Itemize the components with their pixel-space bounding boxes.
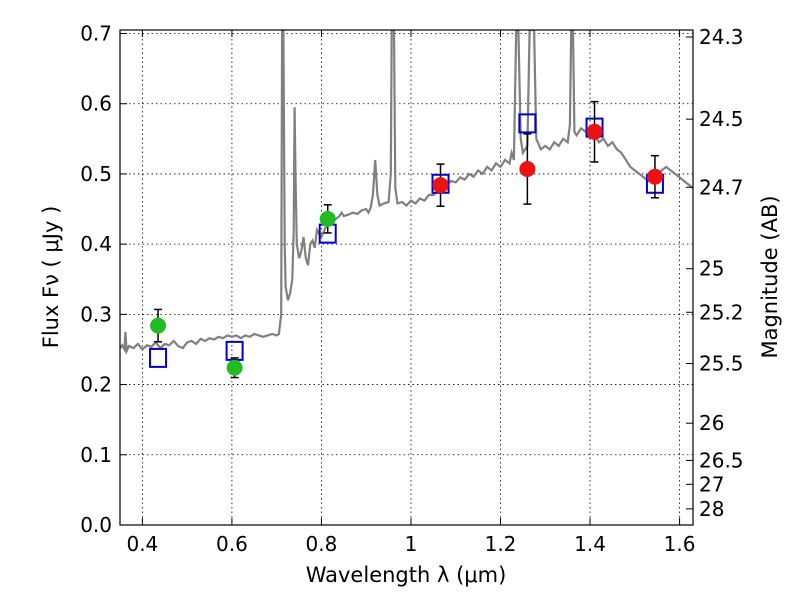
x-tick-label: 1.6 — [664, 532, 696, 556]
observed-flux-point — [432, 177, 449, 194]
y-tick-label: 0.1 — [80, 443, 112, 467]
grid-layer — [120, 30, 693, 526]
model-photometry-point — [149, 347, 168, 368]
mag-tick-label: 25.2 — [699, 300, 744, 324]
mag-tick-label: 24.7 — [699, 175, 744, 199]
observed-flux-point — [519, 161, 536, 178]
x-tick-label: 0.8 — [306, 532, 338, 556]
x-tick-label: 1.4 — [574, 532, 606, 556]
y-tick-label: 0.2 — [80, 373, 112, 397]
mag-tick-label: 25.5 — [699, 352, 744, 376]
x-tick-label: 1 — [405, 532, 418, 556]
y-axis-label: Flux Fν ( μJy ) — [39, 206, 63, 349]
plot-content — [120, 30, 693, 379]
mag-tick-label: 28 — [699, 497, 724, 521]
model-photometry-point — [518, 113, 537, 134]
mag-tick-label: 27 — [699, 472, 724, 496]
mag-tick-label: 24.3 — [699, 25, 744, 49]
marker-layer — [149, 100, 664, 379]
x-tick-label: 0.6 — [216, 532, 248, 556]
mag-tick-label: 25 — [699, 257, 724, 281]
y-tick-label: 0.0 — [80, 513, 112, 537]
observed-flux-point — [586, 123, 603, 140]
mag-tick-label: 24.5 — [699, 107, 744, 131]
y-tick-label: 0.4 — [80, 232, 112, 256]
y-tick-label: 0.6 — [80, 92, 112, 116]
observed-flux-point — [646, 168, 663, 185]
model-spectrum-line — [120, 30, 693, 356]
observed-flux-point — [319, 210, 336, 227]
plot-frame — [119, 29, 694, 526]
y-tick-label: 0.5 — [80, 162, 112, 186]
mag-tick-label: 26 — [699, 411, 724, 435]
y-tick-label: 0.7 — [80, 22, 112, 46]
mag-tick-label: 26.5 — [699, 448, 744, 472]
observed-flux-point — [226, 359, 243, 376]
x-tick-label: 0.4 — [126, 532, 158, 556]
y2-axis-label: Magnitude (AB) — [758, 195, 782, 358]
observed-flux-point — [150, 317, 167, 334]
x-axis-label: Wavelength λ (μm) — [306, 563, 507, 587]
x-tick-label: 1.2 — [485, 532, 517, 556]
tick-layer: 0.4 0.6 0.8 1 1.2 1.4 1.6 0.0 0.1 0.2 0.3 0.4 0.5 0.6… — [80, 22, 743, 556]
y-tick-label: 0.3 — [80, 302, 112, 326]
